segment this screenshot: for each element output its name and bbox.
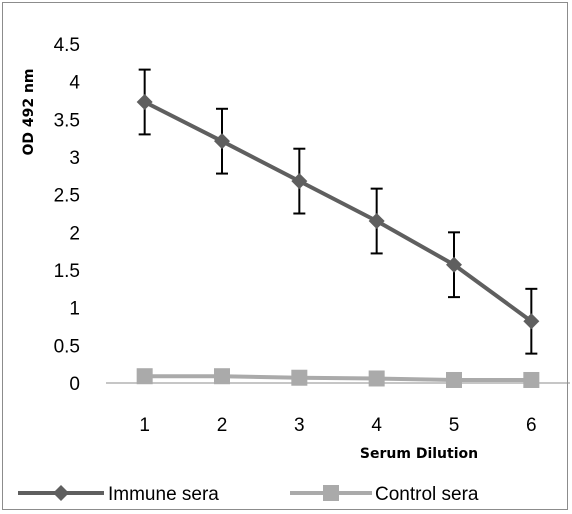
series-line-immune-sera xyxy=(143,100,533,323)
y-tick-label: 3 xyxy=(69,148,80,169)
y-tick-label: 2.5 xyxy=(54,186,80,207)
series-layer xyxy=(136,68,540,388)
y-axis-title: OD 492 nm xyxy=(21,68,37,155)
data-point-immune-sera xyxy=(368,213,385,230)
y-tick-label: 1.5 xyxy=(54,261,80,282)
x-axis-title: Serum Dilution xyxy=(360,446,478,462)
x-tick-label: 1 xyxy=(139,415,150,436)
legend-item-immune-sera: Immune sera xyxy=(18,484,219,505)
y-tick-label: 1 xyxy=(69,299,80,320)
y-tick-label: 2 xyxy=(69,223,80,244)
series-line-control-sera xyxy=(144,374,532,382)
data-point-control-sera xyxy=(136,368,153,385)
legend-marker xyxy=(53,485,69,501)
x-tick-label: 4 xyxy=(371,415,382,436)
series-immune-sera xyxy=(136,68,540,355)
data-point-control-sera xyxy=(368,370,385,387)
data-point-control-sera xyxy=(523,371,540,388)
legend-item-control-sera: Control sera xyxy=(290,484,479,505)
legend: Immune sera Control sera xyxy=(18,484,479,505)
legend-marker xyxy=(323,485,339,501)
y-tick-label: 0.5 xyxy=(54,336,80,357)
x-tick-label: 5 xyxy=(449,415,460,436)
x-tick-label: 2 xyxy=(217,415,228,436)
x-axis-ticks: 1 2 3 4 5 6 xyxy=(139,415,536,436)
y-axis-ticks: 0 0.5 1 1.5 2 2.5 3 3.5 4 4.5 xyxy=(54,35,81,395)
data-point-immune-sera xyxy=(446,256,462,273)
y-tick-label: 3.5 xyxy=(54,110,80,131)
y-tick-label: 0 xyxy=(69,374,80,395)
data-point-immune-sera xyxy=(523,313,540,330)
x-tick-label: 6 xyxy=(526,415,537,436)
data-point-control-sera xyxy=(446,371,462,388)
legend-label: Control sera xyxy=(375,484,479,505)
data-point-control-sera xyxy=(214,368,230,385)
x-tick-label: 3 xyxy=(294,415,305,436)
legend-label: Immune sera xyxy=(108,484,219,505)
data-point-control-sera xyxy=(291,369,308,386)
data-point-immune-sera xyxy=(136,94,153,111)
y-tick-label: 4 xyxy=(69,73,80,94)
series-control-sera xyxy=(136,368,540,388)
chart-frame xyxy=(2,2,568,510)
data-point-immune-sera xyxy=(291,173,308,190)
data-point-immune-sera xyxy=(214,133,230,150)
y-tick-label: 4.5 xyxy=(54,35,80,56)
